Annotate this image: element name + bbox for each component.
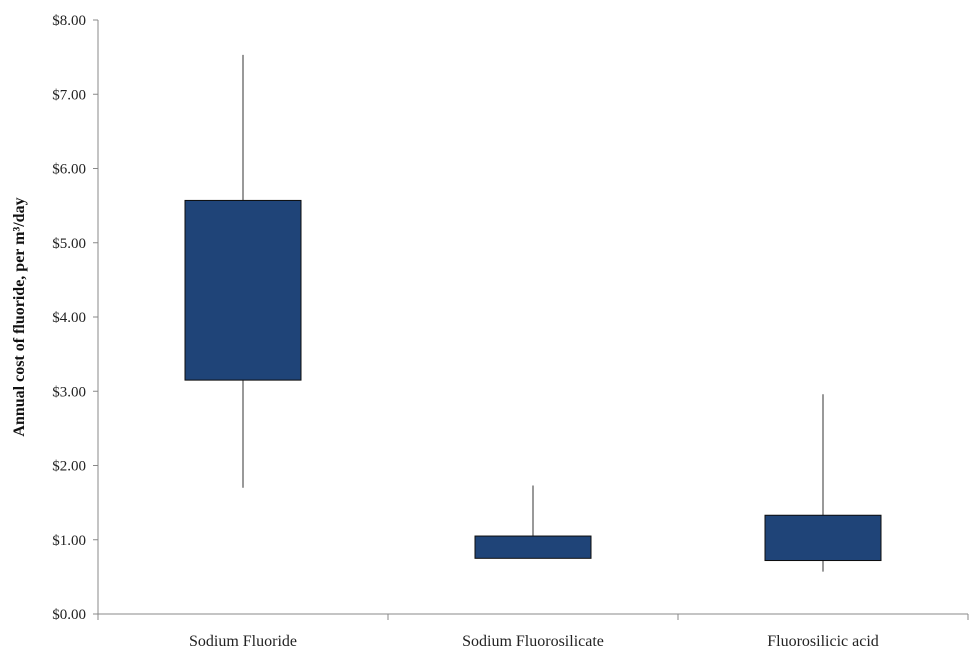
y-tick-label: $7.00 <box>52 87 86 103</box>
y-tick-label: $3.00 <box>52 384 86 400</box>
y-tick-label: $0.00 <box>52 607 86 623</box>
y-tick-label: $4.00 <box>52 310 86 326</box>
y-axis-title: Annual cost of fluoride, per m³/day <box>11 197 28 436</box>
x-category-label: Fluorosilicic acid <box>767 633 879 650</box>
y-tick-label: $1.00 <box>52 533 86 549</box>
y-axis: $0.00 $1.00 $2.00 $3.00 $4.00 $5.00 $6.00 $7.00… <box>52 13 99 623</box>
box <box>474 535 592 559</box>
y-tick-label: $8.00 <box>52 13 86 29</box>
x-axis: Sodium Fluoride Sodium Fluorosilicate Fluo… <box>97 613 969 650</box>
box <box>764 514 882 562</box>
box-series <box>184 54 882 572</box>
x-category-label: Sodium Fluoride <box>189 633 297 650</box>
box-group <box>474 485 592 559</box>
box-group <box>184 54 302 488</box>
box-group <box>764 394 882 572</box>
x-category-label: Sodium Fluorosilicate <box>462 633 604 650</box>
y-tick-label: $6.00 <box>52 162 86 178</box>
y-tick-label: $2.00 <box>52 459 86 475</box>
box <box>184 199 302 381</box>
y-tick-label: $5.00 <box>52 236 86 252</box>
